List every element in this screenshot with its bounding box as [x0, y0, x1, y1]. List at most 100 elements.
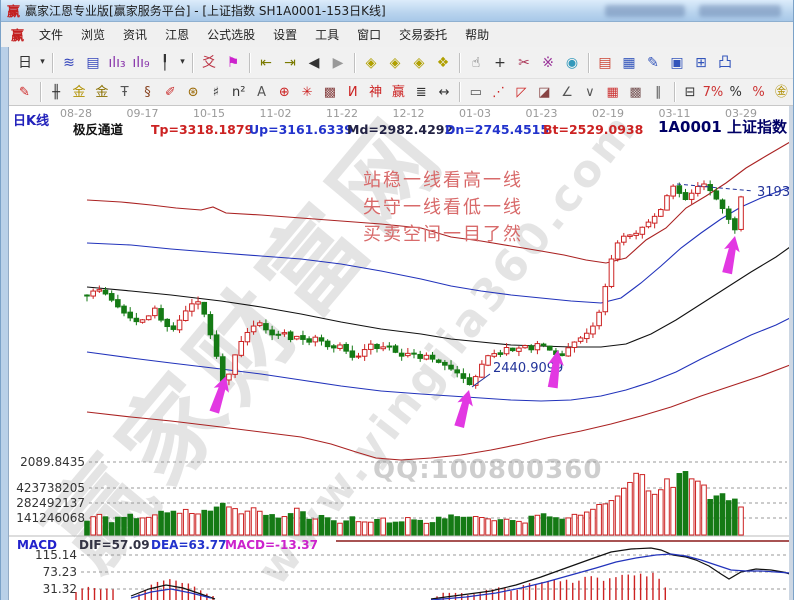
square-nine-icon[interactable]: n² [231, 84, 246, 100]
golden-circle-icon[interactable]: ㊎ [774, 84, 788, 100]
price-ruler-icon[interactable]: ≣ [415, 84, 427, 100]
date-tick-9: 03-11 [659, 107, 691, 120]
pattern-zigzag-icon[interactable]: 爻 [202, 54, 216, 71]
fib-grid-icon[interactable]: Ŧ [120, 84, 129, 100]
prev-icon[interactable]: ◀ [308, 54, 320, 71]
candle-caret-icon[interactable]: ▾ [180, 57, 185, 67]
cut-tool-icon[interactable]: ✂ [518, 54, 530, 71]
time-cycle-icon[interactable]: ⊛ [187, 84, 199, 100]
spiral-grid-icon[interactable]: § [144, 84, 151, 100]
toolbar-separator [249, 52, 250, 73]
candlestick [139, 319, 146, 323]
next-icon[interactable]: ▶ [332, 54, 344, 71]
date-tick-7: 01-23 [526, 107, 558, 120]
bars-3-icon[interactable]: ılı₃ [108, 54, 126, 71]
info-board-icon[interactable]: ▤ [86, 54, 100, 71]
save-icon[interactable]: ▣ [670, 54, 684, 71]
gann-fan-box-icon[interactable]: ◸ [516, 84, 527, 100]
pattern-blue-icon[interactable]: ◉ [565, 54, 579, 71]
golden-grid-2-icon[interactable]: 金 [95, 84, 109, 100]
kline-style-icon[interactable]: 日 [18, 54, 32, 71]
chart-canvas[interactable]: 赢家财富网www.yingjia360.comQQ:1008003602089.… [1, 106, 794, 600]
candlestick [725, 208, 732, 220]
candlestick [577, 337, 584, 342]
gann-box2-icon[interactable]: ▩ [323, 84, 337, 100]
golden-grid-icon[interactable]: 金 [72, 84, 86, 100]
magic-tool-icon[interactable]: ※ [542, 54, 554, 71]
candlestick [454, 369, 460, 374]
gann-angle-icon[interactable]: A [257, 84, 266, 100]
menu-item-7[interactable]: 窗口 [357, 28, 382, 42]
menu-item-6[interactable]: 工具 [315, 28, 340, 42]
candlestick [127, 311, 133, 319]
shen-tool-icon[interactable]: 神 [369, 84, 383, 100]
volume-bar [701, 484, 707, 536]
calendar-icon[interactable]: ▤ [598, 54, 612, 71]
measure-icon[interactable]: ↔ [438, 84, 450, 100]
kline-style-caret-icon[interactable]: ▾ [40, 57, 45, 67]
zoom-diamond-h-icon[interactable]: ◈ [413, 54, 425, 71]
zoom-diamond-right-icon[interactable]: ◈ [389, 54, 401, 71]
rect-tool-icon[interactable]: ▭ [469, 84, 482, 100]
volume-bar [281, 516, 288, 536]
menu-item-0[interactable]: 文件 [39, 28, 64, 42]
volume-bar [380, 517, 386, 536]
percent-retrace-icon[interactable]: 7% [702, 84, 724, 100]
volume-bar [608, 500, 615, 536]
fan-lines-icon[interactable]: ⋰ [492, 84, 506, 100]
last-page-icon[interactable]: ⇥ [284, 54, 296, 71]
bars-9-icon[interactable]: ılı₉ [132, 54, 150, 71]
trend-wave-icon[interactable]: ≋ [63, 54, 75, 71]
marker-pen-icon[interactable]: ✐ [164, 84, 176, 100]
volume-bar [269, 514, 275, 536]
parallel-lines-icon[interactable]: ∥ [655, 84, 662, 100]
angle-lines-icon[interactable]: ∠ [561, 84, 573, 100]
calculator-icon[interactable]: ▦ [622, 54, 636, 71]
star-cycle-icon[interactable]: ✳ [301, 84, 313, 100]
plain-grid-icon[interactable]: ♯ [212, 84, 220, 100]
gann-grid-icon[interactable]: ╫ [52, 84, 61, 100]
crosshair-tool-icon[interactable]: + [494, 54, 506, 71]
transfer-icon[interactable]: ⊞ [695, 54, 707, 71]
menu-item-5[interactable]: 设置 [273, 28, 298, 42]
red-grid-icon[interactable]: ▦ [606, 84, 619, 100]
volume-bar [577, 514, 584, 536]
redacted-blur [699, 5, 781, 17]
pointer-dash-line [676, 183, 754, 192]
menu-item-4[interactable]: 公式选股 [207, 28, 256, 42]
hand-tool-icon[interactable]: ☝ [471, 54, 481, 71]
menu-item-9[interactable]: 帮助 [465, 28, 490, 42]
brush-icon[interactable]: ✎ [18, 84, 30, 100]
percent-line-icon[interactable]: % [752, 84, 765, 100]
zigzag-v-icon[interactable]: ∨ [585, 84, 595, 100]
numbered-grid-icon[interactable]: ▩ [629, 84, 642, 100]
menu-item-1[interactable]: 浏览 [81, 28, 106, 42]
ying-tool-icon[interactable]: 赢 [391, 84, 405, 100]
candlestick [182, 310, 189, 321]
candlestick [596, 311, 602, 327]
zoom-diamond-left-icon[interactable]: ◈ [365, 54, 377, 71]
price-ladder-icon[interactable]: ⊟ [684, 84, 696, 100]
box-diagonal-icon[interactable]: ◪ [538, 84, 551, 100]
color-flag-icon[interactable]: ⚑ [226, 54, 240, 71]
volume-bar [152, 514, 158, 536]
menu-item-2[interactable]: 资讯 [123, 28, 148, 42]
print-icon[interactable]: 凸 [718, 54, 732, 71]
menu-item-8[interactable]: 交易委托 [399, 28, 448, 42]
volume-bar [503, 518, 510, 536]
titlebar[interactable]: 赢 赢家江恩专业版[赢家服务平台] - [上证指数 SH1A0001-153日K… [1, 0, 793, 22]
notes-icon[interactable]: ✎ [647, 54, 659, 71]
wave-mark-icon[interactable]: И [347, 84, 358, 100]
percent-icon[interactable]: % [729, 84, 742, 100]
candle-icon[interactable]: ╿ [160, 54, 170, 71]
menu-item-3[interactable]: 江恩 [165, 28, 190, 42]
candlestick [688, 192, 695, 200]
macd-dea-line [430, 553, 791, 600]
first-page-icon[interactable]: ⇤ [260, 54, 272, 71]
candlestick [256, 322, 263, 326]
gann-wheel-icon[interactable]: ⊕ [278, 84, 290, 100]
volume-axis-label-0: 423738205 [16, 481, 85, 495]
volume-bar [158, 510, 164, 536]
zoom-diamond-full-icon[interactable]: ❖ [436, 54, 450, 71]
volume-bar [725, 500, 732, 536]
